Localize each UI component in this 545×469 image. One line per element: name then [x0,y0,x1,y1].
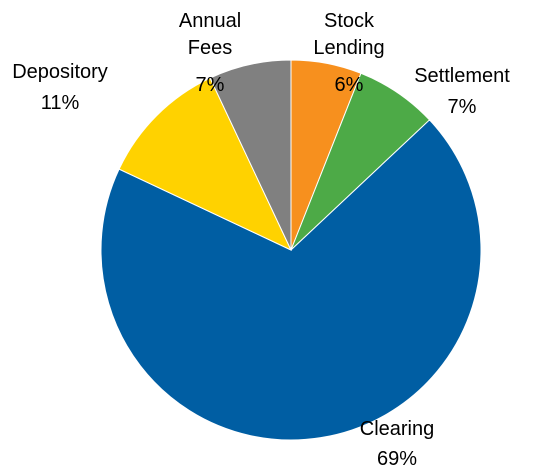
value-label: 11% [40,92,80,114]
slice-label: Stock Lending [313,10,385,59]
value-label: 7% [195,74,225,96]
slice-label: Clearing [359,418,435,440]
value-label: 6% [334,74,364,96]
slice-label: Settlement [414,65,510,87]
value-label: 7% [447,96,477,118]
slice-label: Depository [12,61,108,83]
pie-slice [118,77,293,252]
pie-slice [209,59,292,251]
value-label: 69% [376,448,418,469]
pie-slice [100,119,482,441]
slice-label: Annual Fees [178,10,242,59]
